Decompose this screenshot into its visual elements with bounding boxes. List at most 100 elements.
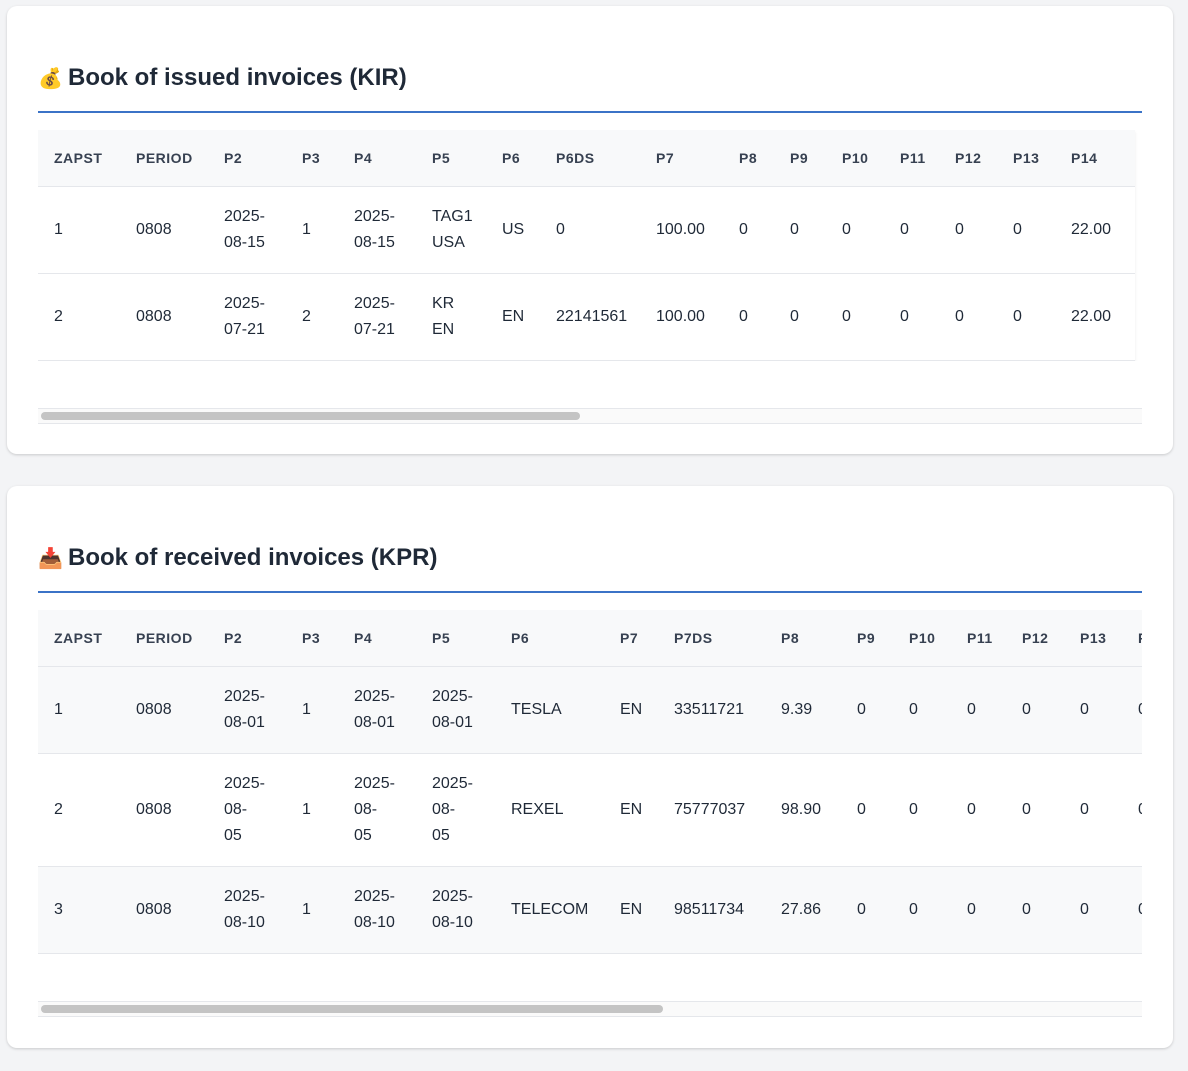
column-header-p12: P12 — [939, 130, 997, 187]
table-cell-p9: 0 — [841, 753, 893, 867]
table-cell-p13: 0 — [1064, 666, 1122, 754]
table-cell-p14: 22.00 — [1055, 273, 1135, 361]
received-invoices-title: 📥 Book of received invoices (KPR) — [38, 544, 437, 572]
table-cell-p10: 0 — [893, 666, 951, 754]
table-cell-p10: 0 — [893, 866, 951, 954]
column-header-period: PERIOD — [120, 130, 208, 187]
scrollbar-thumb[interactable] — [41, 412, 580, 420]
column-header-p14: P14 — [1122, 610, 1142, 667]
table-cell-p5: TAG1 USA — [416, 186, 486, 274]
scrollbar-thumb[interactable] — [41, 1005, 663, 1013]
table-cell-p6ds: 0 — [540, 186, 640, 274]
table-cell-p7: EN — [604, 666, 658, 754]
table-cell-period: 0808 — [120, 753, 208, 867]
table-cell-p2: 2025- 08-01 — [208, 666, 286, 754]
table-cell-p2: 2025- 08-15 — [208, 186, 286, 274]
table-cell-p2: 2025- 08-10 — [208, 866, 286, 954]
table-cell-p6ds: 22141561 — [540, 273, 640, 361]
issued-invoices-table-viewport[interactable]: ZAPST PERIOD P2 P3 P4 P5 P6 P6DS P7 P8 P9 P10 P11 P12… — [38, 130, 1142, 361]
column-header-p3: P3 — [286, 610, 338, 667]
column-header-p6: P6 — [495, 610, 604, 667]
table-cell-p4: 2025- 08- 05 — [338, 753, 416, 867]
table-cell-p11: 0 — [951, 753, 1006, 867]
table-cell-p11: 0 — [884, 186, 939, 274]
table-row: 1 0808 2025- 08-01 1 2025- 08-01 2025- 08-01 TESL… — [38, 666, 1142, 754]
column-header-p5: P5 — [416, 130, 486, 187]
received-invoices-title-text: Book of received invoices (KPR) — [68, 544, 438, 571]
column-header-period: PERIOD — [120, 610, 208, 667]
table-cell-p7ds: 98511734 — [658, 866, 765, 954]
table-cell-p2: 2025- 07-21 — [208, 273, 286, 361]
issued-invoices-title-text: Book of issued invoices (KIR) — [68, 64, 407, 91]
received-invoices-table: ZAPST PERIOD P2 P3 P4 P5 P6 P7 P7DS P8 P9 P10 P11 P12… — [38, 610, 1142, 954]
table-cell-p7: EN — [604, 753, 658, 867]
column-header-p9: P9 — [841, 610, 893, 667]
horizontal-scrollbar[interactable] — [38, 1001, 1142, 1017]
received-invoices-table-viewport[interactable]: ZAPST PERIOD P2 P3 P4 P5 P6 P7 P7DS P8 P9 P10 P11 P12… — [38, 610, 1142, 954]
column-header-p8: P8 — [765, 610, 841, 667]
table-cell-p11: 0 — [951, 866, 1006, 954]
table-cell-p6: EN — [486, 273, 540, 361]
table-cell-p7: 100.00 — [640, 186, 723, 274]
table-cell-p6: TESLA — [495, 666, 604, 754]
column-header-p2: P2 — [208, 610, 286, 667]
table-cell-zapst: 1 — [38, 666, 120, 754]
table-cell-p14: 0 — [1122, 753, 1142, 867]
title-divider — [38, 111, 1142, 113]
table-cell-p3: 1 — [286, 186, 338, 274]
table-cell-p12: 0 — [1006, 753, 1064, 867]
table-cell-p6: US — [486, 186, 540, 274]
table-cell-period: 0808 — [120, 186, 208, 274]
table-cell-period: 0808 — [120, 666, 208, 754]
table-row: 2 0808 2025- 07-21 2 2025- 07-21 KR EN EN 22141561… — [38, 273, 1135, 361]
table-cell-p6: REXEL — [495, 753, 604, 867]
column-header-p6: P6 — [486, 130, 540, 187]
table-cell-p3: 1 — [286, 866, 338, 954]
horizontal-scrollbar[interactable] — [38, 408, 1142, 424]
table-cell-p7: EN — [604, 866, 658, 954]
table-cell-p11: 0 — [951, 666, 1006, 754]
column-header-zapst: ZAPST — [38, 130, 120, 187]
table-cell-p11: 0 — [884, 273, 939, 361]
table-cell-p5: KR EN — [416, 273, 486, 361]
table-cell-p13: 0 — [997, 186, 1055, 274]
table-cell-p13: 0 — [997, 273, 1055, 361]
column-header-p7ds: P7DS — [658, 610, 765, 667]
column-header-p2: P2 — [208, 130, 286, 187]
column-header-p4: P4 — [338, 130, 416, 187]
table-cell-zapst: 2 — [38, 753, 120, 867]
table-cell-p2: 2025- 08- 05 — [208, 753, 286, 867]
table-cell-p8: 0 — [723, 186, 774, 274]
table-cell-p8: 0 — [723, 273, 774, 361]
column-header-p7: P7 — [604, 610, 658, 667]
column-header-p5: P5 — [416, 610, 495, 667]
column-header-p11: P11 — [884, 130, 939, 187]
column-header-p6ds: P6DS — [540, 130, 640, 187]
table-row: 1 0808 2025- 08-15 1 2025- 08-15 TAG1 USA US 0 100.… — [38, 186, 1135, 274]
column-header-p13: P13 — [997, 130, 1055, 187]
table-cell-p10: 0 — [826, 273, 884, 361]
column-header-p12: P12 — [1006, 610, 1064, 667]
column-header-p10: P10 — [826, 130, 884, 187]
table-cell-p9: 0 — [774, 186, 826, 274]
table-cell-p3: 1 — [286, 666, 338, 754]
column-header-p3: P3 — [286, 130, 338, 187]
issued-invoices-table: ZAPST PERIOD P2 P3 P4 P5 P6 P6DS P7 P8 P9 P10 P11 P12… — [38, 130, 1135, 361]
inbox-tray-icon: 📥 — [38, 546, 63, 570]
table-cell-p5: 2025- 08-01 — [416, 666, 495, 754]
table-cell-p8: 98.90 — [765, 753, 841, 867]
table-cell-p5: 2025- 08-10 — [416, 866, 495, 954]
table-cell-p7ds: 33511721 — [658, 666, 765, 754]
money-bag-icon: 💰 — [38, 66, 63, 90]
table-cell-p4: 2025- 07-21 — [338, 273, 416, 361]
column-header-p11: P11 — [951, 610, 1006, 667]
table-cell-p9: 0 — [841, 866, 893, 954]
received-invoices-card: 📥 Book of received invoices (KPR) ZAPST P… — [7, 486, 1173, 1048]
column-header-zapst: ZAPST — [38, 610, 120, 667]
table-cell-p8: 27.86 — [765, 866, 841, 954]
column-header-p7: P7 — [640, 130, 723, 187]
table-cell-p4: 2025- 08-01 — [338, 666, 416, 754]
table-cell-p13: 0 — [1064, 753, 1122, 867]
table-row: 2 0808 2025- 08- 05 1 2025- 08- 05 2025- 08- 05 REXE… — [38, 753, 1142, 867]
table-cell-p12: 0 — [939, 186, 997, 274]
